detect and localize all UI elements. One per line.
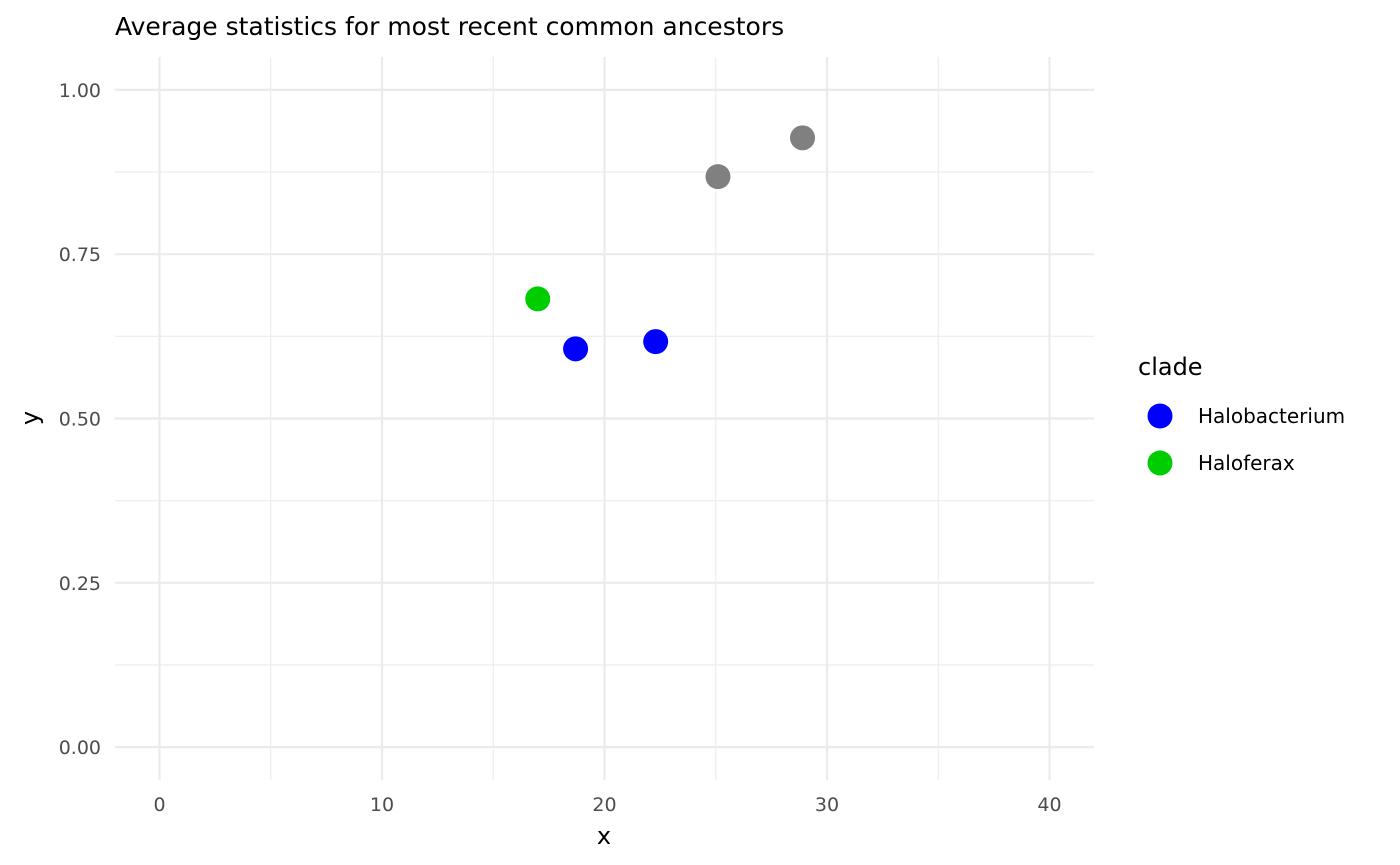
y-tick-label: 0.50 bbox=[59, 409, 101, 431]
data-point bbox=[563, 336, 589, 362]
x-tick-label: 20 bbox=[592, 794, 616, 816]
x-tick-label: 0 bbox=[153, 794, 165, 816]
data-point bbox=[705, 164, 731, 190]
x-axis-ticks: 0 10 20 30 40 bbox=[153, 794, 1061, 816]
x-tick-label: 10 bbox=[370, 794, 394, 816]
legend: clade Halobacterium Haloferax bbox=[1138, 353, 1345, 476]
legend-key bbox=[1147, 403, 1173, 429]
legend-label: Haloferax bbox=[1198, 451, 1295, 475]
legend-label: Halobacterium bbox=[1198, 404, 1345, 428]
y-tick-label: 1.00 bbox=[59, 80, 101, 102]
grid bbox=[115, 57, 1094, 780]
data-point bbox=[525, 286, 551, 312]
x-tick-label: 40 bbox=[1037, 794, 1061, 816]
y-tick-label: 0.00 bbox=[59, 737, 101, 759]
legend-key bbox=[1147, 450, 1173, 476]
y-tick-label: 0.25 bbox=[59, 573, 101, 595]
x-tick-label: 30 bbox=[815, 794, 839, 816]
y-tick-label: 0.75 bbox=[59, 244, 101, 266]
chart-title: Average statistics for most recent commo… bbox=[115, 12, 784, 41]
legend-title: clade bbox=[1138, 353, 1203, 381]
data-point bbox=[643, 329, 669, 355]
y-axis-ticks: 0.00 0.25 0.50 0.75 1.00 bbox=[59, 80, 101, 759]
data-point bbox=[790, 125, 816, 151]
x-axis-title: x bbox=[597, 822, 611, 850]
data-points bbox=[525, 125, 816, 362]
y-axis-title: y bbox=[16, 411, 44, 425]
